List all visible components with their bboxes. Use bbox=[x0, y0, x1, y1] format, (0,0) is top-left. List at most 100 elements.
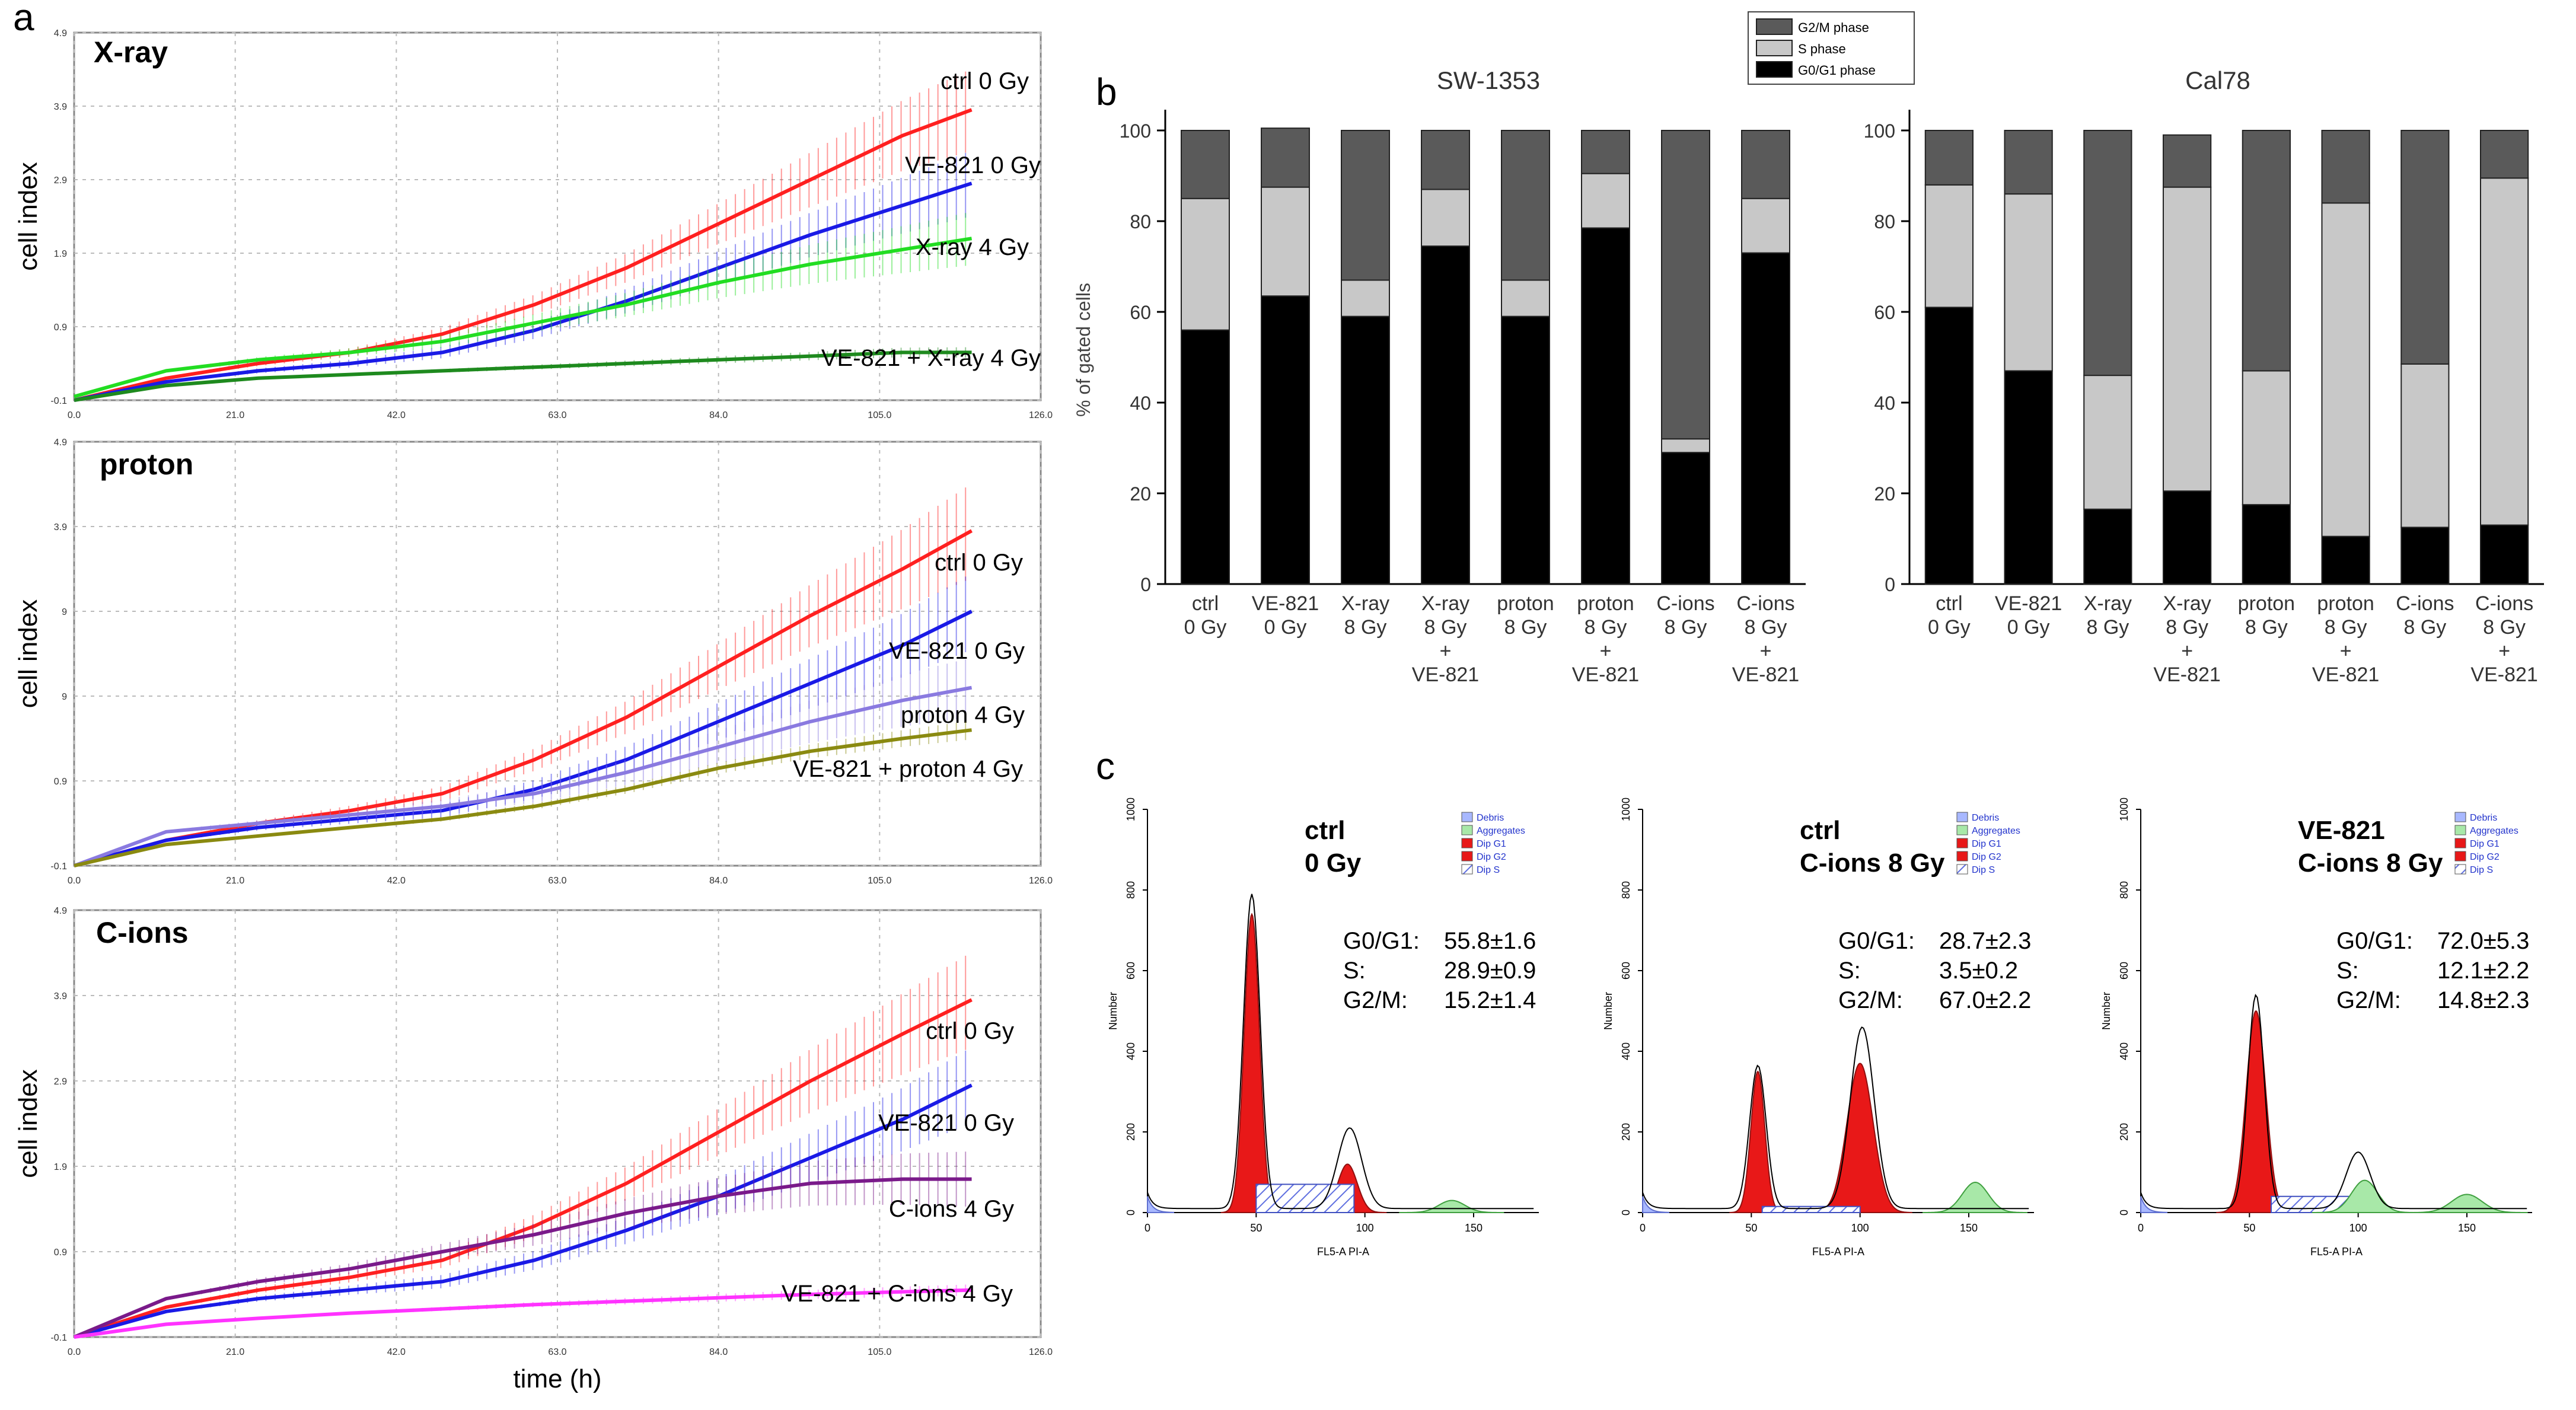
legend-swatch bbox=[1956, 812, 1968, 822]
peak-g1 bbox=[1729, 1070, 1787, 1213]
bar-segment bbox=[2400, 130, 2450, 365]
bar-segment bbox=[1261, 186, 1310, 297]
category-label: 8 Gy bbox=[2483, 616, 2526, 639]
dip-s-area bbox=[1761, 1205, 1861, 1213]
y-tick-label: 0.9 bbox=[54, 777, 67, 787]
bar-segment bbox=[1341, 315, 1390, 585]
legend-swatch bbox=[1461, 864, 1473, 875]
category-label: X-ray bbox=[1421, 592, 1469, 615]
x-tick-label: 63.0 bbox=[548, 876, 566, 886]
y-tick-label: 60 bbox=[1130, 302, 1151, 323]
y-axis-label: cell index bbox=[14, 1069, 43, 1178]
series-line-2 bbox=[73, 1177, 972, 1339]
category-label: C-ions bbox=[1736, 592, 1794, 615]
y-tick-label: 1000 bbox=[2118, 797, 2130, 821]
y-tick-label: 1000 bbox=[1620, 797, 1632, 821]
debris-area bbox=[1642, 1196, 1669, 1213]
bar-segment bbox=[1924, 184, 1974, 308]
stat-label: S: bbox=[2336, 958, 2359, 984]
legend-label: S phase bbox=[1798, 42, 1846, 56]
series-label: X-ray 4 Gy bbox=[916, 234, 1029, 260]
series-label: C-ions 4 Gy bbox=[889, 1196, 1014, 1222]
bar-segment bbox=[2242, 130, 2291, 372]
bar-segment bbox=[2321, 535, 2370, 585]
y-tick-label: 100 bbox=[1864, 120, 1895, 142]
bar-segment bbox=[1261, 127, 1310, 188]
y-tick-label: 400 bbox=[1620, 1042, 1632, 1060]
y-tick-label: 600 bbox=[1620, 962, 1632, 980]
series-label: proton 4 Gy bbox=[901, 702, 1025, 728]
stat-label: S: bbox=[1838, 958, 1861, 984]
bar-segment bbox=[1181, 197, 1230, 331]
bar-segment bbox=[1421, 130, 1470, 190]
stat-value: 28.7±2.3 bbox=[1939, 928, 2031, 954]
series-line-2 bbox=[73, 685, 973, 867]
x-tick-label: 42.0 bbox=[387, 876, 406, 886]
y-tick-label: 400 bbox=[2118, 1042, 2130, 1060]
bar-segment bbox=[1261, 295, 1310, 585]
category-label: X-ray bbox=[1341, 592, 1389, 615]
legend-label: Dip G1 bbox=[1477, 839, 1506, 849]
bar-segment bbox=[1741, 252, 1790, 585]
x-tick-label: 150 bbox=[2458, 1222, 2476, 1234]
category-label: 8 Gy bbox=[2245, 616, 2288, 639]
y-tick-label: 100 bbox=[1120, 120, 1151, 142]
histogram-title: C-ions 8 Gy bbox=[2298, 848, 2443, 878]
y-tick-label: 0 bbox=[1885, 574, 1895, 595]
category-label: X-ray bbox=[2163, 592, 2211, 615]
bar-segment bbox=[2321, 202, 2370, 537]
bar-segment bbox=[1581, 227, 1630, 585]
series-line-1 bbox=[74, 610, 973, 867]
stat-value: 55.8±1.6 bbox=[1444, 928, 1536, 954]
x-tick-label: 126.0 bbox=[1029, 876, 1053, 886]
x-tick-label: 63.0 bbox=[548, 410, 566, 420]
bar-segment bbox=[1421, 189, 1470, 247]
x-tick-label: 50 bbox=[1745, 1222, 1757, 1234]
stat-value: 15.2±1.4 bbox=[1444, 987, 1536, 1013]
x-tick-label: 105.0 bbox=[868, 1347, 891, 1357]
legend-label: Dip S bbox=[1477, 865, 1500, 875]
legend-label: Dip G2 bbox=[1972, 852, 2001, 862]
plot-frame bbox=[73, 909, 1042, 1338]
peak-aggregates bbox=[1923, 1181, 2028, 1213]
histogram-title: 0 Gy bbox=[1305, 848, 1362, 878]
series-line-1 bbox=[74, 181, 973, 402]
x-tick-label: 100 bbox=[2349, 1222, 2367, 1234]
series-label: VE-821 0 Gy bbox=[889, 638, 1025, 664]
bar-segment bbox=[1741, 130, 1790, 199]
legend-swatch bbox=[2454, 838, 2466, 848]
y-tick-label: 200 bbox=[1125, 1123, 1137, 1141]
bar-segment bbox=[1181, 130, 1230, 199]
chart-title: SW-1353 bbox=[1437, 66, 1540, 94]
legend-label: Debris bbox=[1477, 813, 1504, 823]
legend-swatch bbox=[2454, 851, 2466, 862]
bar-segment bbox=[1181, 329, 1230, 585]
stat-value: 12.1±2.2 bbox=[2437, 958, 2529, 984]
line-chart-a-proton: 0.0 21.0 42.0 63.0 84.0 105.0 126.0 -0.1 0.9 9 9 3.… bbox=[14, 438, 1053, 886]
histogram-title: C-ions 8 Gy bbox=[1800, 848, 1945, 878]
stat-value: 14.8±2.3 bbox=[2437, 987, 2529, 1013]
category-label: 8 Gy bbox=[1745, 616, 1787, 639]
peak-aggregates bbox=[2405, 1194, 2528, 1213]
legend-swatch bbox=[1756, 18, 1793, 35]
legend-label: Dip G2 bbox=[1477, 852, 1506, 862]
y-tick-label: 20 bbox=[1874, 483, 1895, 505]
category-label: 8 Gy bbox=[1344, 616, 1387, 639]
legend-label: Aggregates bbox=[1972, 826, 2020, 836]
category-label: VE-821 bbox=[2312, 663, 2379, 686]
category-label: 0 Gy bbox=[2007, 616, 2050, 639]
category-label: VE-821 bbox=[2470, 663, 2537, 686]
stat-value: 67.0±2.2 bbox=[1939, 987, 2031, 1013]
bar-segment bbox=[2242, 370, 2291, 506]
bar-segment bbox=[1341, 130, 1390, 281]
x-tick-label: 84.0 bbox=[709, 876, 728, 886]
x-axis-label: FL5-A PI-A bbox=[1317, 1246, 1369, 1258]
legend-swatch bbox=[1756, 61, 1793, 78]
bar-segment bbox=[2004, 130, 2053, 195]
category-label: 8 Gy bbox=[2166, 616, 2208, 639]
legend-swatch bbox=[1956, 838, 1968, 848]
bar-segment bbox=[1924, 130, 1974, 186]
series-line-3 bbox=[74, 728, 972, 867]
